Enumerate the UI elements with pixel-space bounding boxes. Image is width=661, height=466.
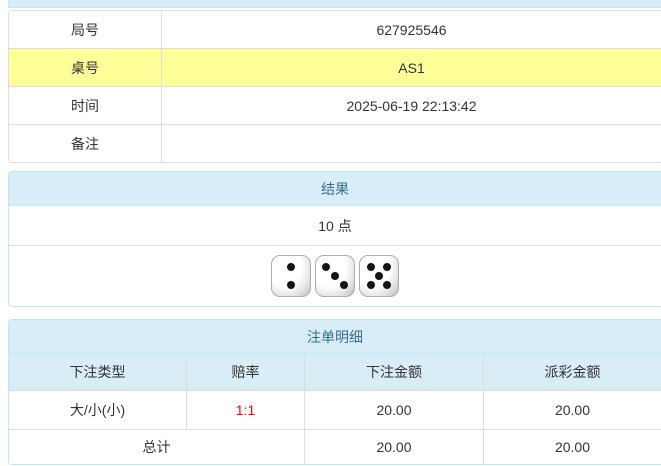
top-panel-edge [8, 0, 661, 8]
remark-value [162, 125, 661, 162]
die-5-icon [359, 255, 399, 297]
payout-amount-cell: 20.00 [554, 402, 591, 418]
die-2-icon [271, 255, 311, 297]
time-value: 2025-06-19 22:13:42 [346, 97, 477, 114]
result-panel-title: 结果 [9, 172, 661, 206]
bet-amount-cell: 20.00 [305, 391, 484, 429]
bets-panel-title: 注单明细 [9, 320, 661, 354]
odds-column-header: 赔率 [187, 354, 305, 390]
bet-row: 大/小(小) 1:1 20.00 20.00 [9, 391, 661, 430]
bets-panel: 注单明细 下注类型 赔率 下注金额 派彩金额 大/小(小) 1:1 20.00 … [8, 319, 661, 465]
info-row-time: 时间 2025-06-19 22:13:42 [9, 87, 661, 125]
result-points: 10 点 [9, 206, 661, 246]
info-row-table: 桌号 AS1 [9, 49, 661, 87]
round-number-value: 627925546 [376, 21, 447, 38]
table-number-label: 桌号 [9, 49, 162, 86]
total-label-cell: 总计 [9, 430, 305, 464]
remark-label: 备注 [9, 125, 162, 162]
total-row: 总计 20.00 20.00 [9, 430, 661, 464]
die-3-icon [315, 255, 355, 297]
dice-row [9, 246, 661, 306]
bets-table-header: 下注类型 赔率 下注金额 派彩金额 [9, 354, 661, 391]
game-info-table: 局号 627925546 桌号 AS1 时间 2025-06-19 22:13:… [8, 10, 661, 163]
info-row-remark: 备注 [9, 125, 661, 163]
total-bet-amount-cell: 20.00 [305, 430, 484, 464]
bet-type-column-header: 下注类型 [9, 354, 187, 390]
round-number-label: 局号 [9, 11, 162, 48]
total-payout-amount-cell: 20.00 [554, 439, 591, 455]
time-label: 时间 [9, 87, 162, 124]
payout-column-header: 派彩金额 [544, 364, 601, 380]
bet-type-cell: 大/小(小) [9, 391, 187, 429]
result-panel: 结果 10 点 [8, 171, 661, 307]
table-number-value: AS1 [398, 59, 425, 76]
odds-cell: 1:1 [187, 391, 305, 429]
bet-amount-column-header: 下注金额 [305, 354, 484, 390]
bets-table: 下注类型 赔率 下注金额 派彩金额 大/小(小) 1:1 20.00 20.00… [9, 354, 661, 464]
info-row-round: 局号 627925546 [9, 11, 661, 49]
